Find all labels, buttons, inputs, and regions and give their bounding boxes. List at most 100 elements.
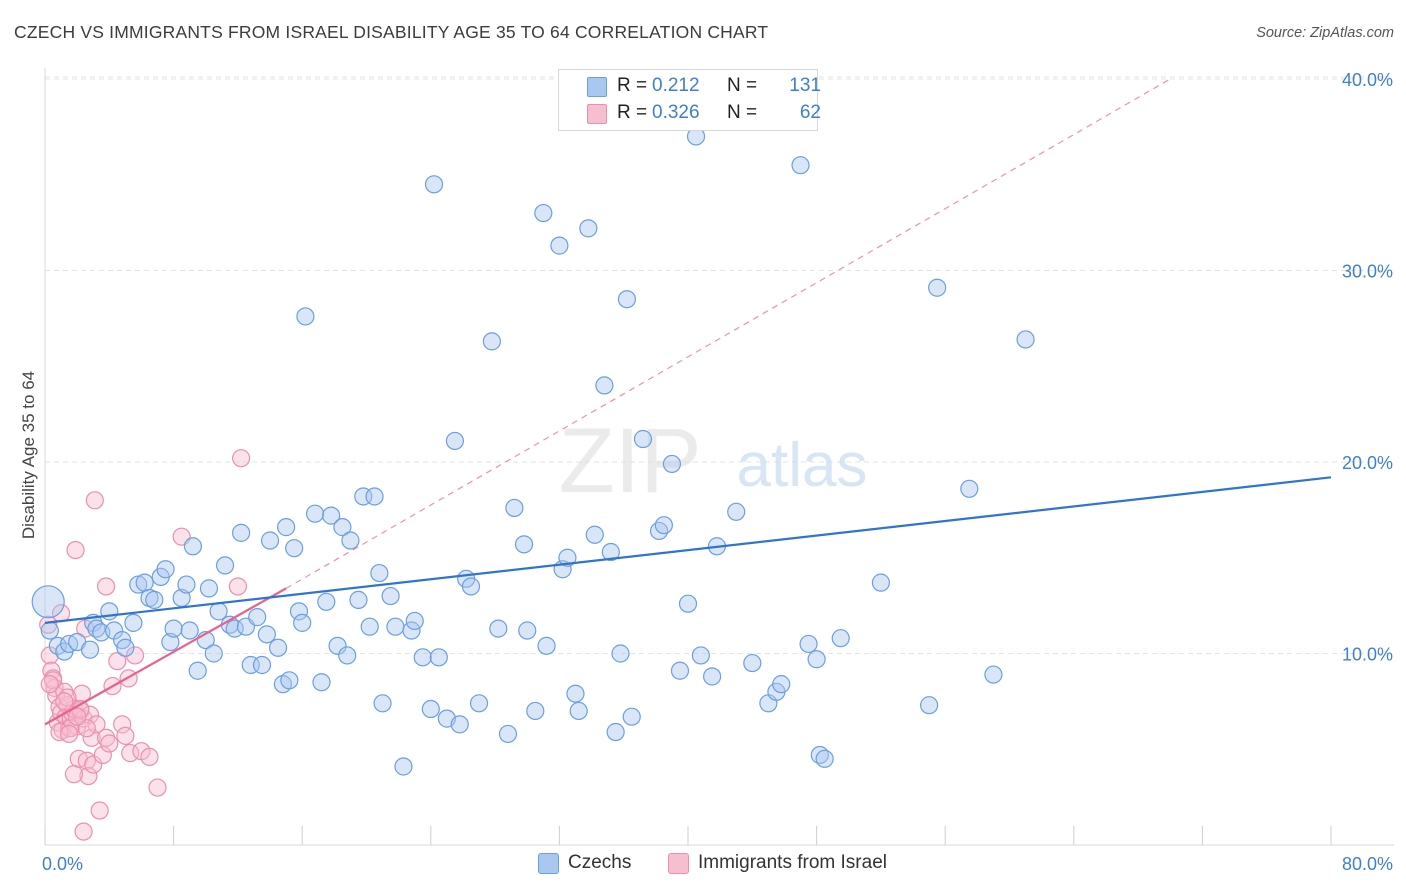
czech-point (469, 694, 489, 713)
czech-point (791, 156, 810, 175)
israel-point (148, 778, 167, 797)
israel-trend-line (44, 587, 287, 726)
czech-point (569, 701, 588, 721)
czech-point (1016, 330, 1035, 349)
czech-point (429, 648, 448, 667)
czech-point (394, 757, 413, 776)
czech-point (772, 675, 791, 694)
watermark-atlas: atlas (737, 431, 868, 500)
czechs-swatch (587, 77, 607, 97)
czech-point (505, 498, 524, 518)
israel-point (60, 724, 79, 744)
gridlines (45, 76, 1394, 654)
y-axis-label: Disability Age 35 to 64 (19, 371, 38, 539)
israel-point (82, 728, 101, 747)
czech-point (662, 454, 682, 474)
israel-point (228, 577, 247, 596)
czech-point (341, 531, 360, 550)
czech-point (670, 661, 690, 680)
israel-point (108, 652, 127, 671)
axes (44, 68, 1394, 846)
israel-swatch (587, 104, 607, 124)
czech-trend-line (44, 476, 1332, 624)
czech-point (365, 487, 384, 506)
watermark-zip: ZIP (558, 410, 701, 512)
czech-point (360, 617, 379, 636)
czech-point (31, 585, 65, 619)
czech-point (960, 479, 979, 498)
czech-point (116, 638, 135, 657)
czech-point (450, 715, 469, 734)
czech-point (928, 278, 947, 297)
czech-point (920, 696, 939, 715)
r-label: R = (617, 102, 648, 123)
czech-point (489, 619, 508, 638)
czech-point (145, 590, 164, 609)
czech-point (611, 644, 630, 663)
czech-point (498, 724, 518, 744)
israel-point (96, 577, 116, 596)
israel-point (40, 675, 59, 694)
israel-point (96, 728, 116, 747)
series-czechs (31, 112, 1035, 776)
czech-point (268, 638, 288, 657)
czech-point (370, 563, 389, 583)
watermark: ZIP atlas (558, 410, 867, 512)
source-label: Source: ZipAtlas.com (1256, 25, 1394, 41)
n-value: 62 (799, 102, 821, 123)
x-tick-label-min: 0.0% (42, 854, 83, 874)
czech-point (799, 634, 818, 654)
israel-point (72, 684, 92, 703)
israel-point (113, 715, 132, 734)
czech-point (526, 701, 545, 721)
israel-point (66, 540, 85, 560)
czech-point (225, 619, 244, 638)
czech-point (649, 521, 669, 541)
israel-point (85, 491, 104, 510)
x-tick-label-max: 80.0% (1342, 854, 1393, 874)
r-label: R = (617, 75, 648, 96)
czech-point (285, 539, 304, 558)
czech-point (537, 636, 556, 655)
czech-point (445, 431, 465, 451)
czech-point (129, 575, 148, 594)
czech-point (386, 617, 405, 636)
czech-point (579, 219, 598, 238)
czech-point (260, 531, 280, 550)
czech-point (135, 573, 154, 592)
czech-point (703, 667, 722, 686)
czech-point (405, 611, 424, 631)
czech-point (601, 542, 620, 562)
chart-title: CZECH VS IMMIGRANTS FROM ISRAEL DISABILI… (14, 22, 769, 42)
n-value: 131 (789, 75, 821, 96)
czech-point (482, 332, 501, 351)
czech-point (252, 655, 272, 675)
czech-point (743, 653, 762, 673)
czech-point (277, 518, 296, 537)
czech-point (622, 707, 641, 726)
czech-point (678, 594, 698, 613)
israel-point (93, 745, 112, 765)
czech-point (257, 625, 276, 644)
israel-point (74, 822, 93, 841)
czech-point (514, 535, 534, 554)
czech-point (296, 307, 315, 326)
czech-point (727, 502, 746, 521)
israel-legend-swatch (668, 853, 689, 874)
czech-point (424, 175, 444, 194)
czech-point (80, 640, 100, 659)
czech-point (305, 504, 325, 523)
czech-point (349, 590, 368, 609)
czech-point (558, 548, 577, 567)
czechs-legend-swatch (538, 853, 559, 874)
czech-point (815, 749, 834, 768)
trend-lines (44, 78, 1332, 726)
stats-legend: R = 0.212 N = 131 R = 0.326 N = 62 (558, 69, 821, 131)
israel-point (55, 692, 74, 711)
czech-point (215, 556, 235, 575)
israel-point (116, 726, 135, 745)
israel-point (140, 747, 159, 767)
czech-point (164, 619, 183, 638)
czech-point (691, 646, 710, 665)
